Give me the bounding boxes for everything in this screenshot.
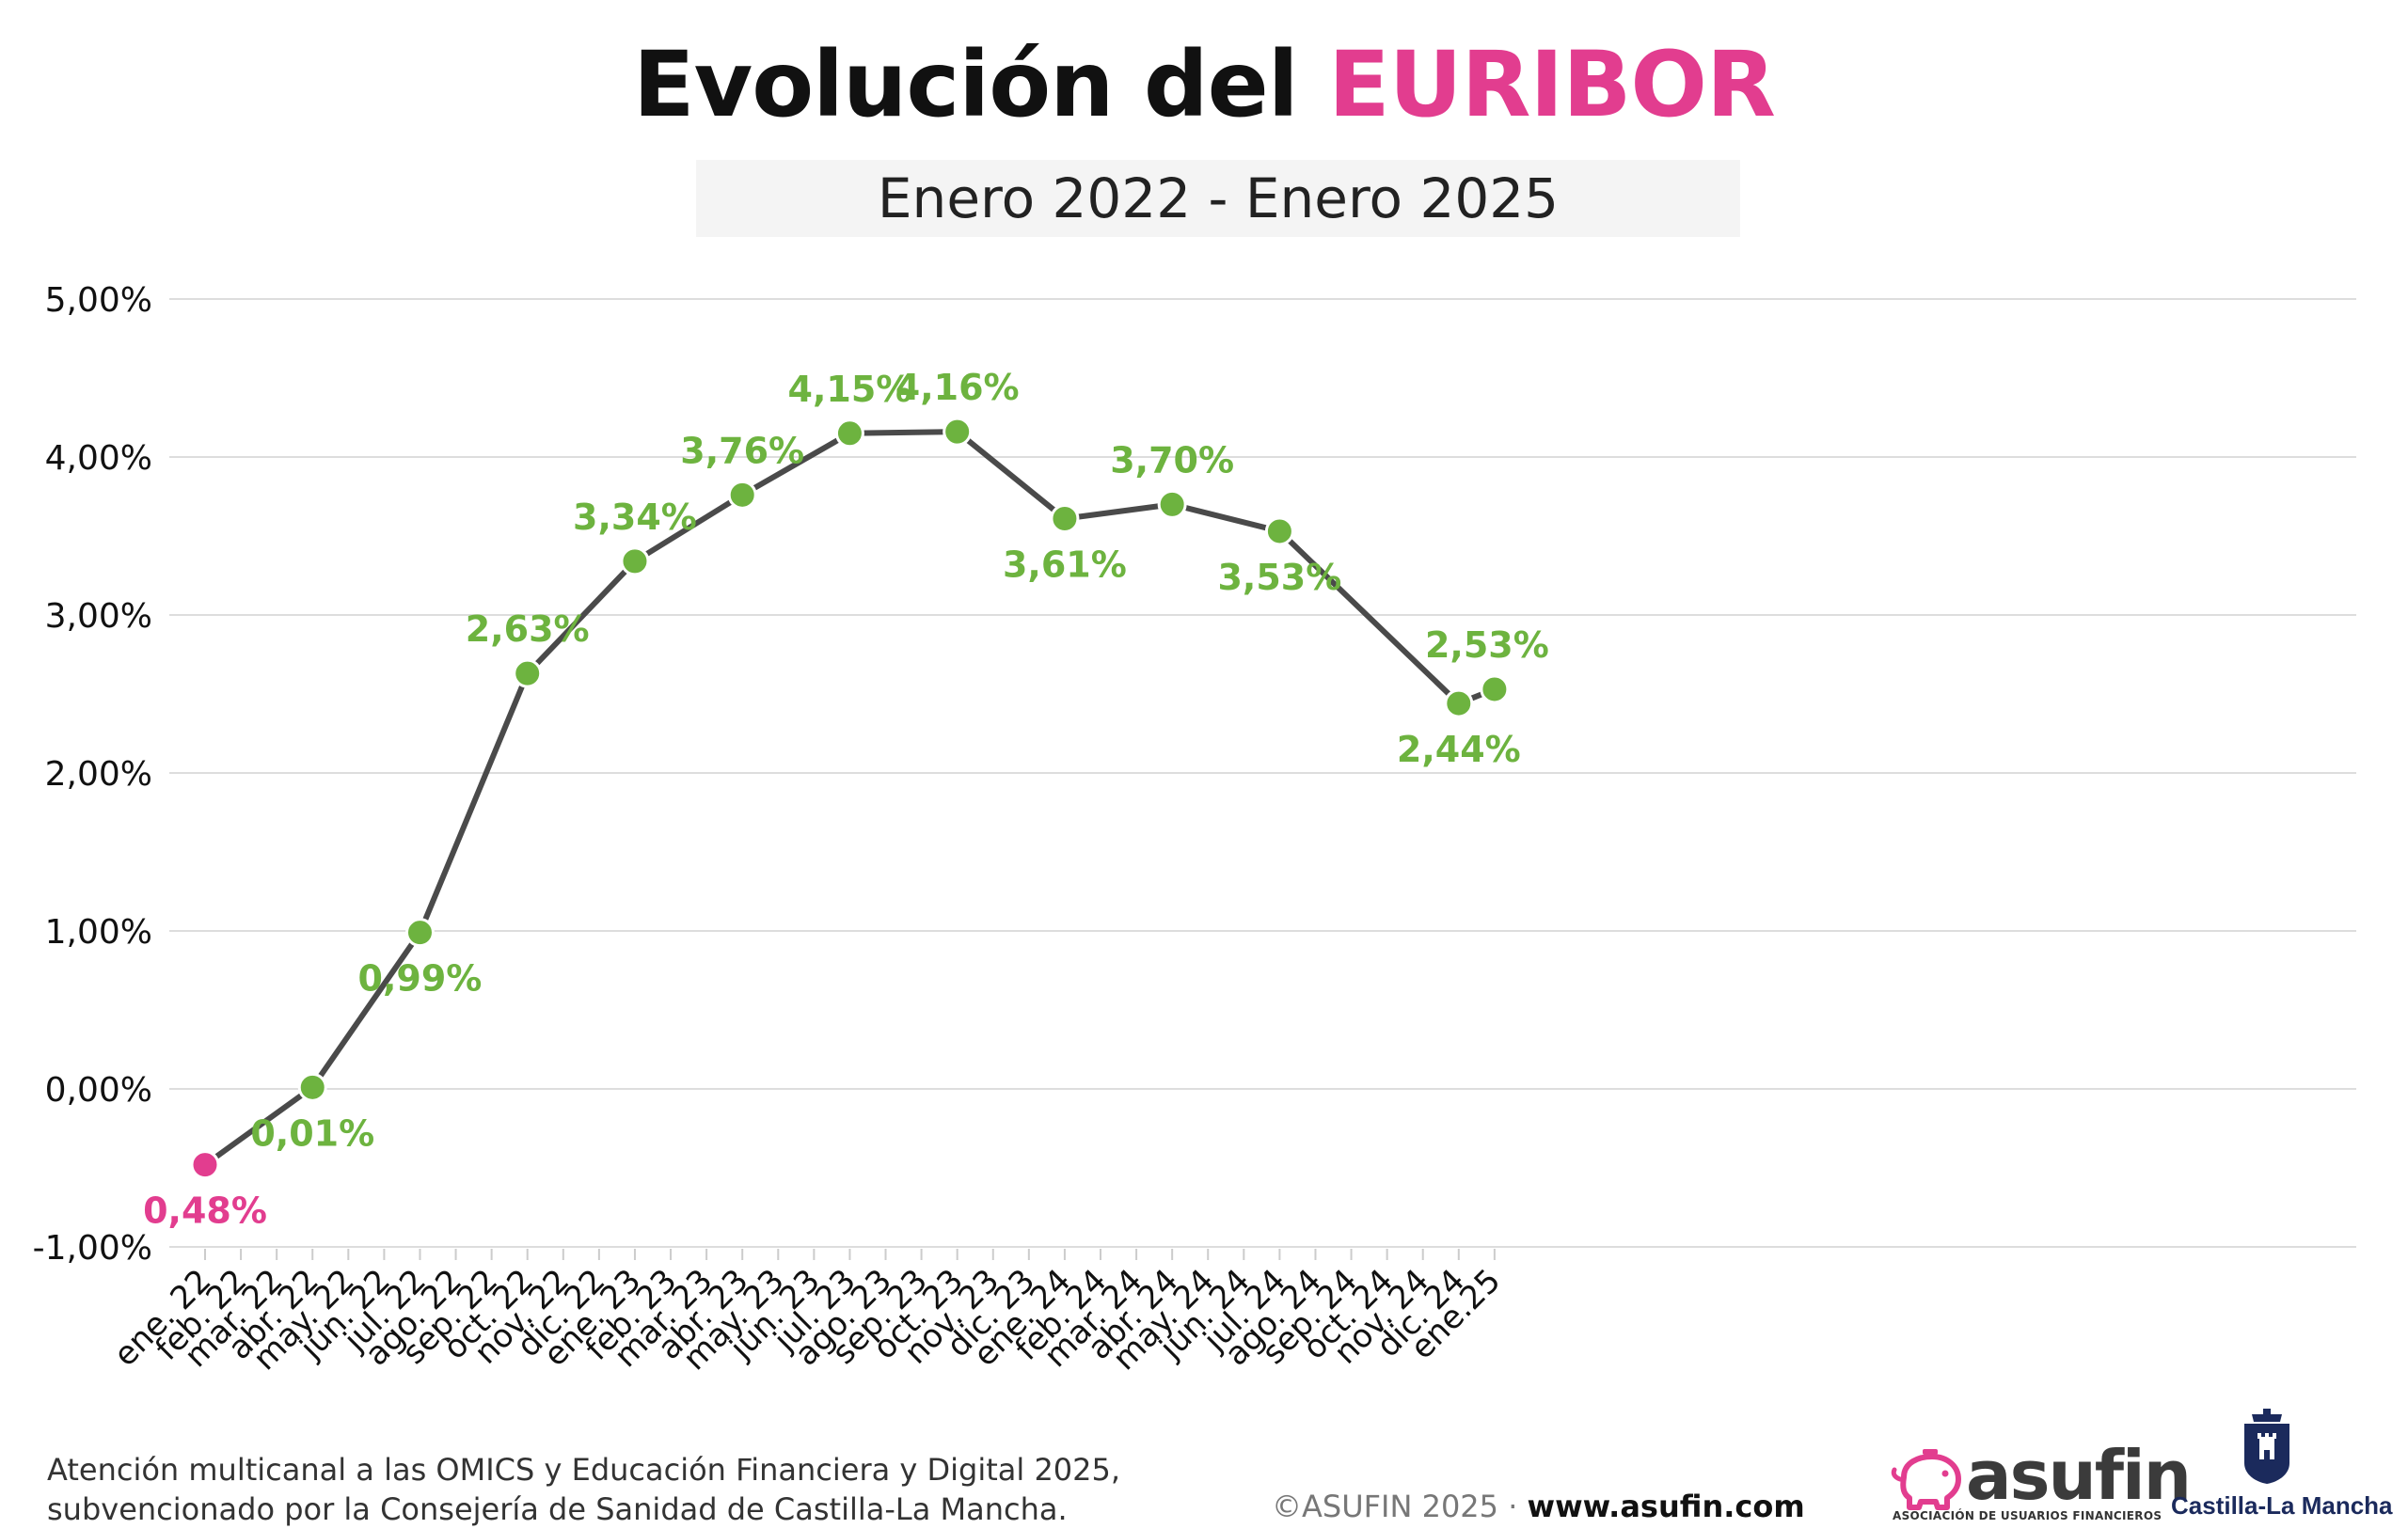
data-label: 0,48% [143, 1190, 267, 1232]
data-point [1157, 489, 1187, 519]
data-label: 3,34% [573, 497, 697, 538]
data-label: 4,15% [788, 369, 912, 410]
castilla-la-mancha-wordmark: Castilla-La Mancha [2171, 1491, 2393, 1520]
data-point [1050, 504, 1080, 534]
piggy-bank-icon [1891, 1449, 1961, 1510]
data-label: 4,16% [895, 367, 1020, 408]
title-accent: EURIBOR [1328, 32, 1776, 137]
y-tick-label: -1,00% [33, 1229, 152, 1268]
series-points [190, 417, 1510, 1180]
y-tick-label: 3,00% [45, 597, 152, 636]
grid-lines [169, 298, 2356, 1248]
data-point [834, 418, 864, 449]
y-tick-label: 0,00% [45, 1071, 152, 1110]
data-point [1444, 688, 1474, 718]
series-line [203, 429, 1496, 1168]
footer-line-1: Atención multicanal a las OMICS y Educac… [47, 1452, 1121, 1488]
data-point [943, 417, 973, 447]
y-axis-ticks: -1,00% 0,00% 1,00% 2,00% 3,00% 4,00% 5,00% [33, 281, 152, 1268]
website-link[interactable]: www.asufin.com [1527, 1489, 1805, 1524]
data-point [190, 1150, 220, 1180]
asufin-wordmark: asufin [1966, 1436, 2192, 1515]
data-label: 3,61% [1003, 544, 1127, 586]
euribor-line [203, 429, 1496, 1168]
data-point [404, 918, 435, 948]
asufin-tagline: ASOCIACIÓN DE USUARIOS FINANCIEROS [1893, 1509, 2162, 1522]
data-label: 3,70% [1110, 439, 1234, 481]
castle-crest-icon [2244, 1409, 2289, 1484]
chart-subtitle: Enero 2022 - Enero 2025 [696, 160, 1740, 237]
footer-funding-note: Atención multicanal a las OMICS y Educac… [47, 1450, 1270, 1529]
euribor-line-chart: -1,00% 0,00% 1,00% 2,00% 3,00% 4,00% 5,00% ene… [33, 281, 2356, 1378]
data-point [297, 1072, 327, 1102]
castilla-la-mancha-logo: Castilla-La Mancha [2163, 1409, 2393, 1523]
data-label: 2,44% [1397, 729, 1521, 770]
data-point [513, 658, 543, 688]
asufin-logo: asufin ASOCIACIÓN DE USUARIOS FINANCIERO… [1891, 1436, 2192, 1523]
y-tick-label: 2,00% [45, 755, 152, 794]
footer-copyright: ©ASUFIN 2025 · www.asufin.com [1272, 1489, 1805, 1524]
data-point [620, 546, 650, 576]
title-main: Evolución del [633, 32, 1299, 137]
page-title: Evolución del EURIBOR [0, 32, 2408, 137]
y-tick-label: 1,00% [45, 913, 152, 952]
data-label: 2,63% [466, 608, 590, 650]
data-point [1480, 674, 1510, 704]
data-label: 0,99% [358, 958, 483, 1000]
data-label: 3,53% [1217, 557, 1341, 598]
data-label: 2,53% [1425, 624, 1549, 666]
data-labels: 0,48% 0,01% 0,99% 2,63% 3,34% 3,76% 4,15%4,16%… [143, 367, 1549, 1232]
data-point [727, 480, 757, 510]
copyright-text: ©ASUFIN 2025 · [1272, 1489, 1528, 1524]
data-label: 0,01% [250, 1112, 374, 1154]
y-tick-label: 4,00% [45, 439, 152, 478]
footer-line-2: subvencionado por la Consejería de Sanid… [47, 1491, 1068, 1527]
data-label: 3,76% [680, 430, 804, 471]
data-point [1264, 516, 1294, 546]
y-tick-label: 5,00% [45, 281, 152, 320]
